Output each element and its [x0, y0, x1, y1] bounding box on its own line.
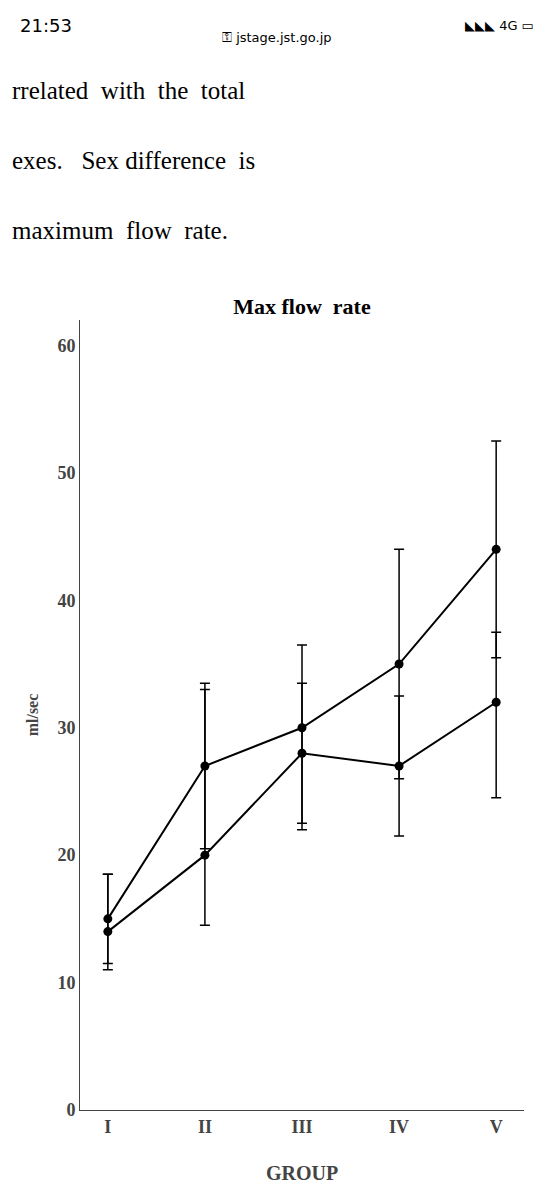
svg-text:40: 40	[57, 591, 75, 611]
svg-text:I: I	[104, 1117, 111, 1137]
svg-text:GROUP: GROUP	[266, 1162, 338, 1184]
svg-text:Max flow rate: Max flow rate	[233, 294, 371, 319]
svg-text:20: 20	[57, 845, 75, 865]
svg-text:rrelated with the total: rrelated with the total	[12, 77, 245, 104]
svg-text:50: 50	[57, 463, 75, 483]
svg-text:maximum flow rate.: maximum flow rate.	[12, 217, 228, 244]
svg-text:IV: IV	[389, 1117, 409, 1137]
svg-text:◣◣◣ 4G ▭: ◣◣◣ 4G ▭	[465, 18, 534, 33]
svg-text:exes. Sex difference is: exes. Sex difference is	[12, 147, 255, 174]
svg-text:0: 0	[66, 1100, 75, 1120]
svg-text:II: II	[198, 1117, 212, 1137]
svg-text:III: III	[291, 1117, 312, 1137]
svg-text:V: V	[490, 1117, 503, 1137]
svg-text:21:53: 21:53	[20, 15, 72, 36]
svg-text:ml/sec: ml/sec	[24, 694, 41, 737]
svg-text:10: 10	[57, 973, 75, 993]
svg-text:⚿ jstage.jst.go.jp: ⚿ jstage.jst.go.jp	[222, 30, 332, 45]
svg-text:60: 60	[57, 336, 75, 356]
svg-text:30: 30	[57, 718, 75, 738]
